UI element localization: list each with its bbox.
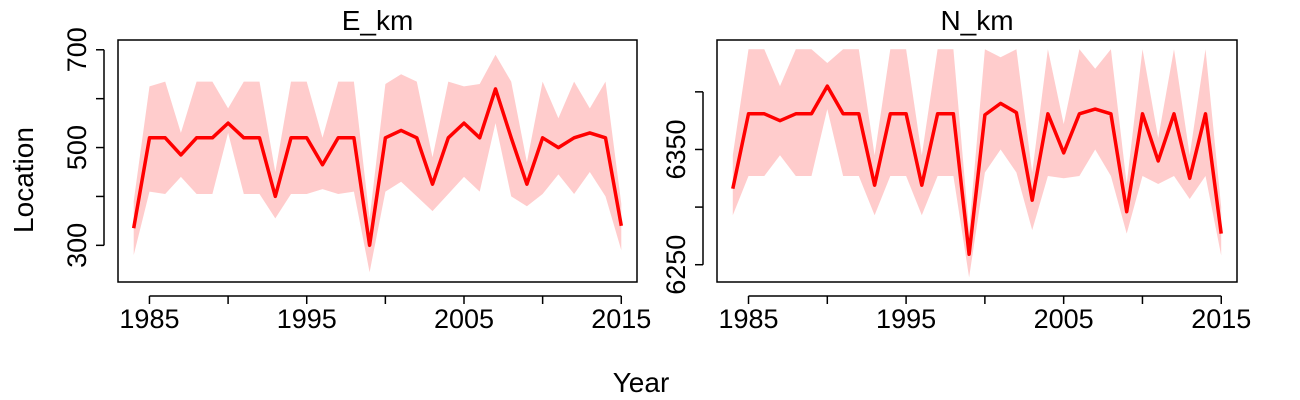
plot-frame (716, 39, 1238, 283)
series-line (131, 87, 624, 248)
y-tick-label: 700 (62, 27, 92, 72)
x-tick-label: 1985 (718, 304, 778, 334)
y-axis-label: Location (8, 127, 39, 233)
plot-frame (117, 39, 638, 283)
x-tick-label: 2015 (591, 304, 651, 334)
x-tick-label: 1995 (876, 304, 936, 334)
y-tick-label: 300 (62, 223, 92, 268)
series-line (731, 84, 1223, 257)
y-tick-label: 6350 (661, 119, 691, 179)
y-tick-label: 500 (62, 125, 92, 170)
x-tick-label: 2005 (434, 304, 494, 334)
y-tick-label: 6250 (661, 235, 691, 295)
x-tick-label: 1985 (119, 304, 179, 334)
x-tick-label: 2015 (1191, 304, 1251, 334)
x-tick-label: 2005 (1034, 304, 1094, 334)
x-axis-label: Year (613, 367, 670, 398)
confidence-band (133, 54, 622, 273)
panel-title: E_km (342, 5, 414, 36)
panel-title: N_km (940, 5, 1013, 36)
confidence-band (732, 49, 1222, 278)
chart-panel-0: E_km 1985 1995 2005 2015 300 500 700 (62, 5, 651, 334)
x-tick-label: 1995 (277, 304, 337, 334)
chart-panel-1: N_km 1985 1995 2005 2015 6250 6350 (661, 5, 1251, 334)
